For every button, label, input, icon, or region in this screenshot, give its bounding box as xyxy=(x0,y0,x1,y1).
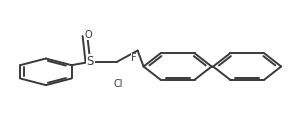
Text: O: O xyxy=(85,30,93,40)
Text: F: F xyxy=(131,53,137,63)
Text: S: S xyxy=(87,55,94,68)
Text: Cl: Cl xyxy=(114,79,123,90)
